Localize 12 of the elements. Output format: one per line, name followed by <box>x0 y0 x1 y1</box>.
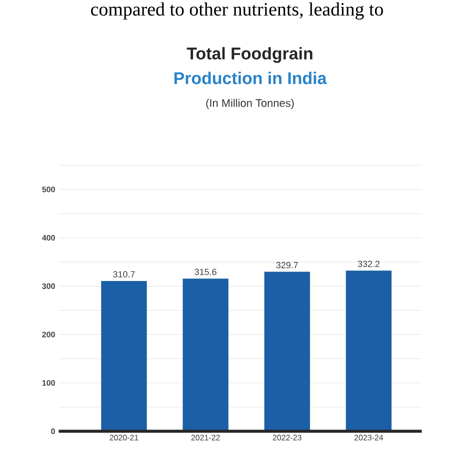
chart-title: Total Foodgrain <box>186 47 312 63</box>
data-label: 315.6 <box>194 268 216 276</box>
data-label: 310.7 <box>113 271 135 278</box>
bar <box>264 272 310 432</box>
data-label: 329.7 <box>276 262 298 268</box>
text: (In Million Tonnes) <box>206 98 294 110</box>
bar <box>101 280 147 432</box>
bar <box>182 278 228 432</box>
data-label: 332.2 <box>358 260 380 268</box>
text: compared to other nutrients, leading to <box>91 2 383 20</box>
chart-subtitle: Production in India <box>174 72 327 84</box>
bar <box>346 270 392 432</box>
